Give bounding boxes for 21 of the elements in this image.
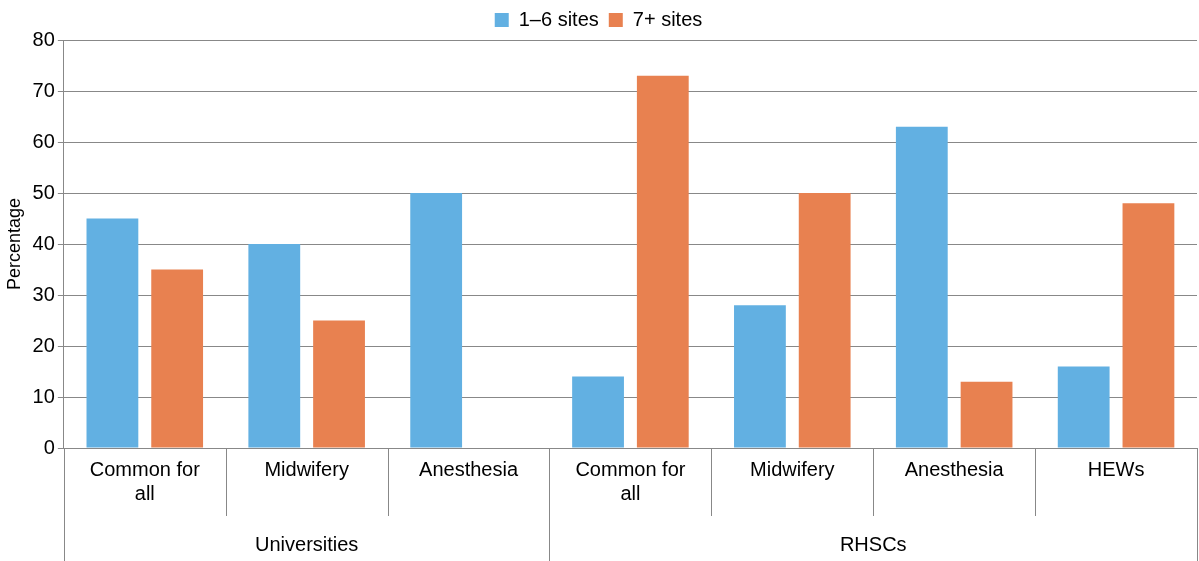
x-tick-label: HEWs	[1087, 457, 1145, 480]
x-tick-label: Common for all	[89, 457, 201, 504]
y-tick-label: 30	[32, 282, 55, 305]
x-tick-label: Midwifery	[264, 457, 349, 480]
x-tick-label: Midwifery	[750, 457, 835, 480]
y-tick-label: 20	[32, 333, 55, 356]
x-tick-label: Common for all	[575, 457, 686, 504]
legend-label: 1–6 sites	[518, 7, 599, 30]
y-tick-label: 0	[43, 435, 55, 458]
y-axis-title: Percentage	[3, 197, 24, 291]
legend-label: 7+ sites	[632, 7, 703, 30]
y-tick-label: 80	[32, 27, 55, 50]
y-tick-label: 60	[32, 129, 55, 152]
y-tick-label: 70	[32, 78, 55, 101]
y-tick-label: 10	[32, 384, 55, 407]
x-tick-label: Anesthesia	[904, 457, 1005, 480]
x-tick-label: Anesthesia	[419, 457, 519, 480]
y-tick-label: 40	[32, 231, 55, 254]
text: RHSCs	[839, 532, 907, 555]
text: Universities	[254, 532, 359, 555]
y-tick-label: 50	[32, 180, 55, 203]
